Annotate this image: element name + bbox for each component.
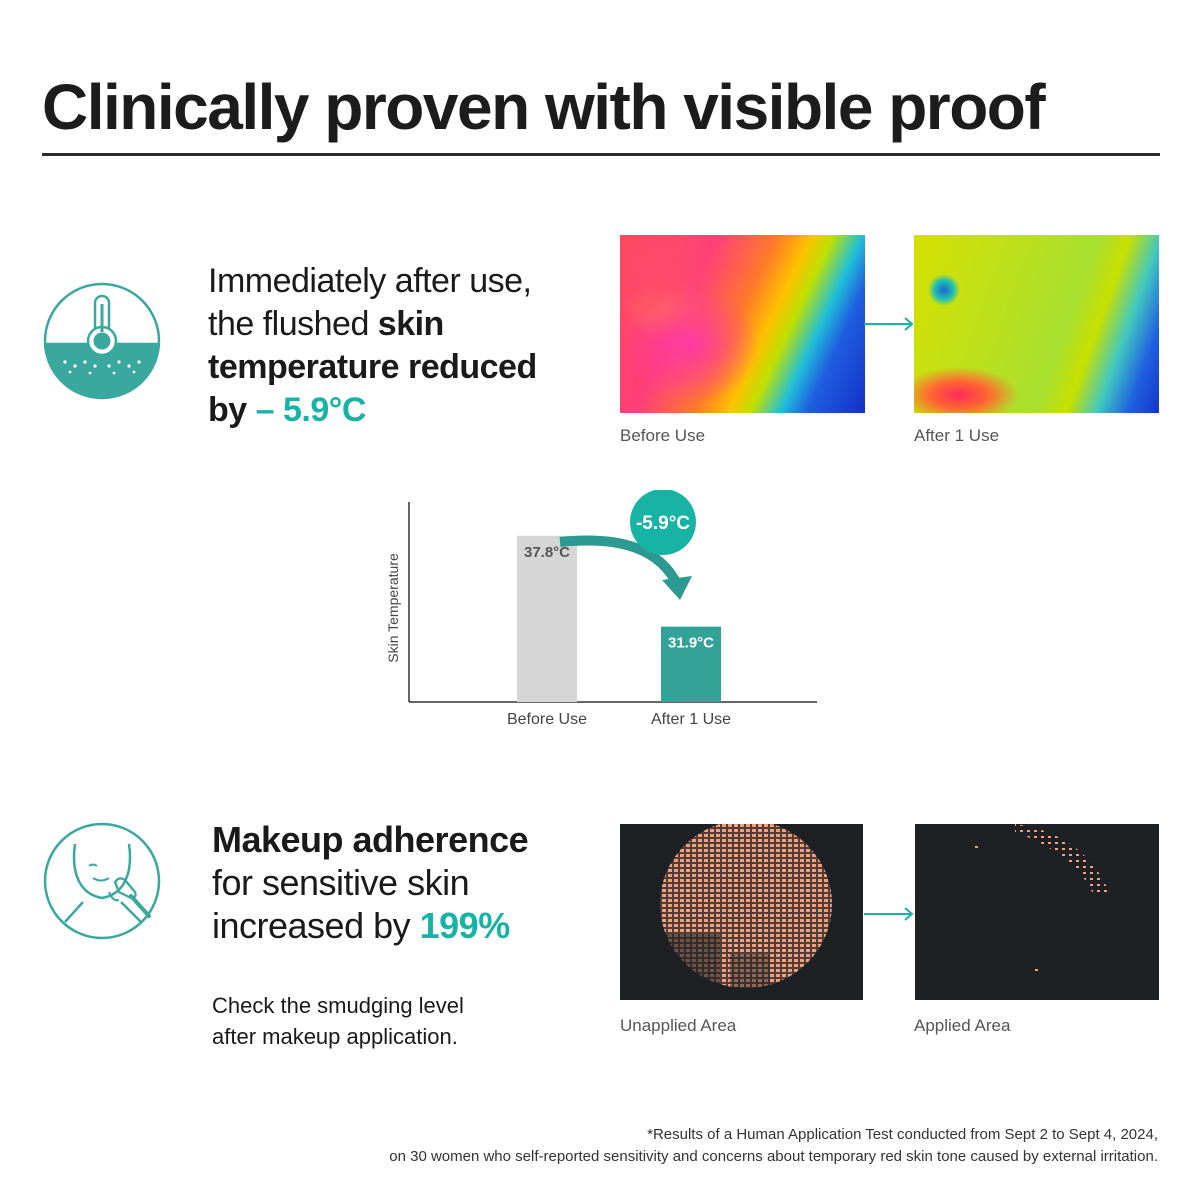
thermal-caption-before: Before Use [620,426,706,445]
makeup-claim-line2: for sensitive skin [212,862,470,903]
arrow-right-icon [864,317,914,331]
powder-pattern-unapplied [660,824,832,988]
makeup-caption-unapplied: Unapplied Area [620,1016,737,1035]
makeup-claim: Makeup adherence for sensitive skin incr… [212,818,592,947]
thermometer-skin-icon [43,282,161,400]
chart-data-label-2: 31.9°C [668,635,714,652]
skin-temperature-chart: Skin Temperature 37.8°C Before Use 31.9°C A… [385,490,817,728]
thermal-image-after [914,235,1159,413]
chart-category-label-1: Before Use [507,711,587,728]
temperature-claim-line3: temperature reduced [208,348,537,386]
thermal-image-before [620,235,865,413]
chart-annotation: -5.9°C [636,513,690,534]
chart-bar-1 [517,535,577,702]
makeup-claim-line3: increased by [212,905,420,946]
thermal-caption-after: After 1 Use [914,426,1000,445]
temperature-claim-line1: Immediately after use, [208,262,532,300]
makeup-claim-line1: Makeup adherence [212,819,529,860]
footnote-line1: *Results of a Human Application Test con… [647,1126,1158,1143]
chart-decrease-arrow [559,535,683,589]
chart-category-label-2: After 1 Use [651,711,731,728]
makeup-image-unapplied [620,824,863,1000]
makeup-note-line1: Check the smudging level [212,993,464,1018]
makeup-claim-value: 199% [419,905,511,946]
makeup-note-line2: after makeup application. [212,1024,458,1049]
chart-bar-2 [661,626,721,702]
chart-data-label-1: 37.8°C [524,544,570,561]
chart-decrease-arrowhead [662,576,692,600]
chart-ylabel: Skin Temperature [385,553,401,663]
powder-pattern-applied [975,824,1110,971]
temperature-claim-skin: skin [377,305,445,343]
temperature-claim-line2: the flushed [208,305,378,343]
temperature-claim-by: by [208,391,247,429]
makeup-caption-applied: Applied Area [914,1016,1011,1035]
chart-annotation-badge [630,490,696,555]
title-divider [42,153,1160,156]
makeup-image-applied [915,824,1159,1000]
page-title: Clinically proven with visible proof [42,71,1046,143]
makeup-note: Check the smudging level after makeup ap… [212,990,464,1052]
temperature-claim: Immediately after use, the flushed skin … [208,260,588,432]
face-makeup-brush-icon [43,822,161,940]
arrow-right-icon [864,907,914,921]
temperature-claim-value: – 5.9°C [255,391,367,429]
footnote-line2: on 30 women who self-reported sensitivit… [389,1148,1158,1165]
